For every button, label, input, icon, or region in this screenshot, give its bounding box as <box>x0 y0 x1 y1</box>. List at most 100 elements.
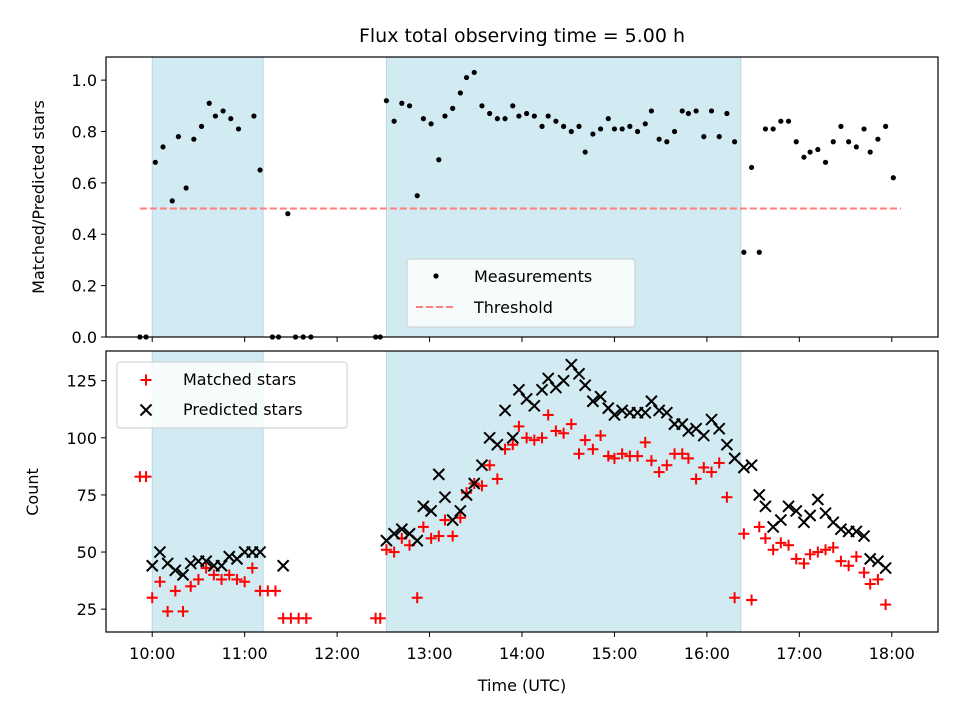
measurement-point <box>605 116 611 122</box>
predicted-point-b <box>834 522 848 536</box>
shaded-region <box>385 350 742 633</box>
measurement-point <box>442 113 448 119</box>
predicted-point <box>506 431 519 445</box>
matched-point <box>753 521 765 533</box>
matched-point <box>616 448 628 460</box>
predicted-point <box>682 424 695 438</box>
predicted-point-b <box>528 399 541 413</box>
predicted-point-b <box>403 527 416 540</box>
predicted-point <box>697 429 711 442</box>
measurement-point <box>510 103 516 109</box>
predicted-point-b <box>676 417 689 431</box>
matched-point <box>162 605 174 617</box>
predicted-point-b <box>460 488 473 502</box>
legend-matched-label: Matched stars <box>183 370 296 389</box>
predicted-point-b <box>223 550 236 563</box>
measurement-point <box>457 90 463 96</box>
matched-point <box>721 491 733 503</box>
measurement-point <box>619 126 625 132</box>
predicted-point <box>199 554 213 568</box>
predicted-point <box>169 564 182 577</box>
measurement-point <box>524 110 530 117</box>
measurement-point <box>235 126 242 132</box>
bottom-y-tick-label: 125 <box>66 372 97 391</box>
measurement-point <box>867 149 873 155</box>
matched-point <box>804 548 816 560</box>
predicted-point-b <box>535 383 549 397</box>
bottom-x-tick-label: 14:00 <box>499 644 545 663</box>
predicted-point <box>737 461 751 474</box>
measurement-point <box>627 123 633 129</box>
predicted-point <box>541 372 555 385</box>
predicted-point-b <box>811 493 825 506</box>
predicted-point <box>460 488 473 502</box>
predicted-point-b <box>417 500 430 513</box>
predicted-point <box>572 367 586 381</box>
predicted-point-b <box>639 406 652 419</box>
predicted-point-b <box>803 509 817 522</box>
predicted-point-b <box>586 395 600 408</box>
measurement-point <box>801 154 807 160</box>
predicted-point-b <box>565 358 578 371</box>
bottom-x-tick-label: 10:00 <box>129 644 175 663</box>
predicted-point-b <box>745 459 758 472</box>
predicted-point-b <box>153 545 167 559</box>
predicted-point-b <box>790 504 803 518</box>
legend-matched-marker <box>140 374 152 386</box>
matched-point <box>154 576 166 588</box>
bottom-x-tick-label: 13:00 <box>407 644 453 663</box>
measurement-point <box>822 159 829 165</box>
measurement-point <box>169 198 175 204</box>
predicted-point <box>745 459 758 472</box>
matched-point <box>491 473 503 485</box>
predicted-point-b <box>879 561 892 575</box>
legend-predicted-label: Predicted stars <box>183 400 303 419</box>
predicted-point-b <box>432 468 446 481</box>
predicted-point <box>253 545 267 559</box>
top-legend-box <box>406 258 636 328</box>
matched-point <box>880 599 892 611</box>
predicted-point-b <box>506 431 519 445</box>
matched-point <box>783 539 795 551</box>
matched-point <box>653 466 665 478</box>
measurement-point <box>883 123 889 129</box>
matched-point <box>269 585 281 597</box>
predicted-point <box>639 406 652 419</box>
matched-point <box>864 578 876 590</box>
measurement-point <box>220 108 226 114</box>
predicted-point <box>446 513 459 527</box>
matched-point <box>798 557 810 569</box>
matched-point <box>827 541 839 553</box>
predicted-point <box>857 529 871 543</box>
bottom-x-tick-label: 18:00 <box>869 644 915 663</box>
predicted-point-b <box>161 557 174 570</box>
measurement-point <box>685 110 692 117</box>
matched-point <box>216 573 228 585</box>
measurement-point <box>762 126 769 132</box>
predicted-point <box>528 399 541 413</box>
top-y-tick-label: 0.8 <box>72 122 97 141</box>
predicted-point <box>879 561 892 575</box>
matched-point <box>185 580 197 592</box>
predicted-point-b <box>728 452 741 465</box>
predicted-point <box>713 422 726 435</box>
legend-threshold-label: Threshold <box>473 298 553 317</box>
measurement-point <box>890 175 896 181</box>
matched-point <box>820 544 832 556</box>
predicted-point-b <box>871 554 885 568</box>
matched-point <box>558 427 570 439</box>
measurement-point <box>701 134 707 140</box>
matched-point <box>565 418 577 430</box>
predicted-point <box>411 534 424 547</box>
measurement-point <box>590 131 596 137</box>
matched-point <box>208 569 220 581</box>
measurement-point <box>191 136 197 142</box>
predicted-point-b <box>697 429 711 442</box>
matched-point <box>507 439 519 451</box>
predicted-point <box>586 395 600 408</box>
measurement-point <box>741 249 747 255</box>
predicted-point-b <box>753 488 766 502</box>
measurement-point <box>228 116 234 122</box>
measurement-point <box>838 123 844 129</box>
